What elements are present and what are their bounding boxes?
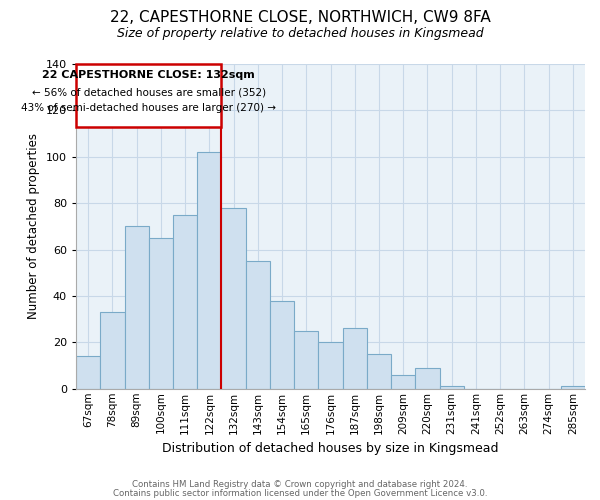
Bar <box>149 238 173 389</box>
Bar <box>415 368 440 389</box>
Bar <box>246 261 270 389</box>
Text: Contains HM Land Registry data © Crown copyright and database right 2024.: Contains HM Land Registry data © Crown c… <box>132 480 468 489</box>
Text: 22, CAPESTHORNE CLOSE, NORTHWICH, CW9 8FA: 22, CAPESTHORNE CLOSE, NORTHWICH, CW9 8F… <box>110 10 490 25</box>
Bar <box>294 331 319 389</box>
Bar <box>270 300 294 389</box>
Bar <box>367 354 391 389</box>
Bar <box>391 375 415 389</box>
Bar <box>125 226 149 389</box>
Bar <box>319 342 343 389</box>
Text: ← 56% of detached houses are smaller (352): ← 56% of detached houses are smaller (35… <box>32 87 266 97</box>
Bar <box>76 356 100 389</box>
Text: Size of property relative to detached houses in Kingsmead: Size of property relative to detached ho… <box>116 28 484 40</box>
Bar <box>197 152 221 389</box>
Y-axis label: Number of detached properties: Number of detached properties <box>28 134 40 320</box>
Text: 43% of semi-detached houses are larger (270) →: 43% of semi-detached houses are larger (… <box>21 104 276 114</box>
FancyBboxPatch shape <box>76 64 221 126</box>
X-axis label: Distribution of detached houses by size in Kingsmead: Distribution of detached houses by size … <box>162 442 499 455</box>
Bar <box>561 386 585 389</box>
Bar <box>100 312 125 389</box>
Bar <box>343 328 367 389</box>
Bar <box>221 208 246 389</box>
Text: Contains public sector information licensed under the Open Government Licence v3: Contains public sector information licen… <box>113 489 487 498</box>
Bar <box>440 386 464 389</box>
Text: 22 CAPESTHORNE CLOSE: 132sqm: 22 CAPESTHORNE CLOSE: 132sqm <box>43 70 255 80</box>
Bar <box>173 215 197 389</box>
